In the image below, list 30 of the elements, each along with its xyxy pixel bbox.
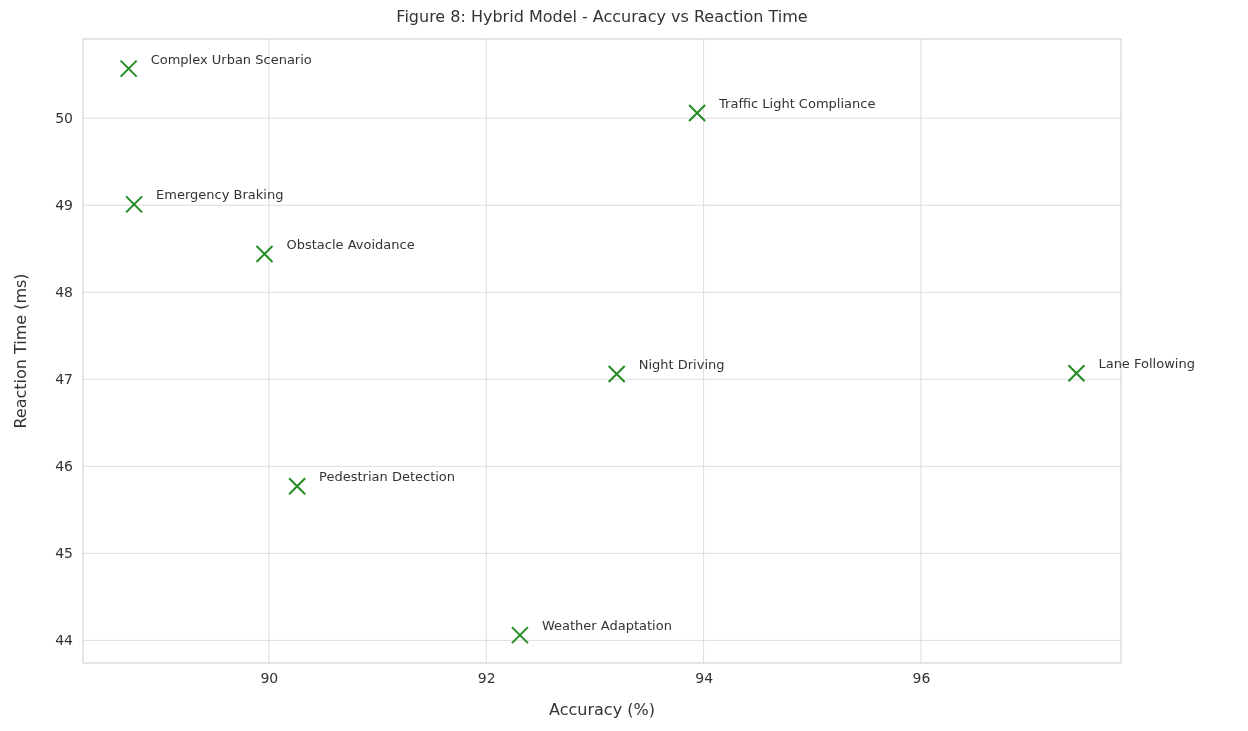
y-tick-label: 44 xyxy=(55,632,74,649)
annotation: Pedestrian Detection xyxy=(319,469,456,485)
point xyxy=(688,103,707,122)
annotation: Emergency Braking xyxy=(156,187,284,203)
point xyxy=(510,626,529,645)
point xyxy=(288,477,307,496)
x-tick-label: 92 xyxy=(477,669,496,686)
annotation: Lane Following xyxy=(1098,356,1195,372)
chart-title: Figure 8: Hybrid Model - Accuracy vs Reaction Time xyxy=(396,7,808,26)
point xyxy=(607,365,626,384)
y-tick-label: 46 xyxy=(55,458,74,475)
annotation: Night Driving xyxy=(638,357,725,373)
x-axis-title: Accuracy (%) xyxy=(549,700,655,719)
annotation: Traffic Light Compliance xyxy=(718,95,876,111)
y-tick-label: 48 xyxy=(55,284,73,301)
x-tick-label: 96 xyxy=(912,669,931,686)
point xyxy=(1067,364,1086,383)
point xyxy=(125,195,144,214)
point xyxy=(119,59,138,78)
y-tick-label: 47 xyxy=(55,371,73,388)
annotation: Weather Adaptation xyxy=(541,618,672,634)
y-tick-label: 49 xyxy=(55,197,73,214)
y-tick-label: 45 xyxy=(55,545,73,562)
x-tick-label: 94 xyxy=(695,669,714,686)
annotation: Complex Urban Scenario xyxy=(150,51,312,67)
point xyxy=(255,244,274,263)
y-axis-title: Reaction Time (ms) xyxy=(11,273,30,429)
y-tick-label: 50 xyxy=(55,110,73,127)
x-tick-label: 90 xyxy=(260,669,279,686)
annotation: Obstacle Avoidance xyxy=(286,236,415,252)
